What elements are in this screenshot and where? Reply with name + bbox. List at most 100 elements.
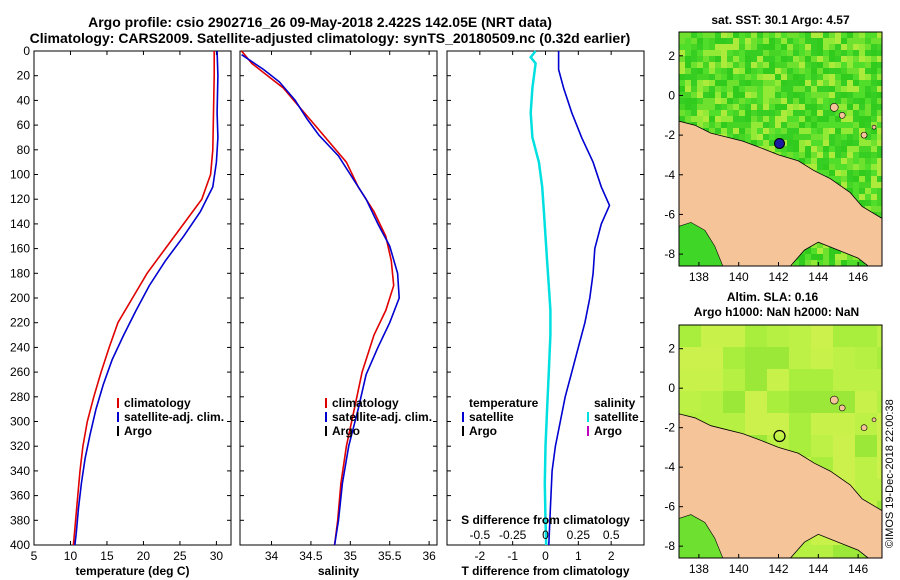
x-tick-label: 36 (422, 549, 436, 563)
x-tick-label: 34 (265, 549, 279, 563)
legend-label: Argo (124, 424, 152, 438)
x-tick-label: -1 (507, 549, 518, 563)
legend-label: Argo (594, 424, 622, 438)
map-x-tick-label: 140 (729, 270, 749, 284)
map-frame (678, 324, 883, 559)
map-y-tick-label: 0 (668, 381, 675, 395)
island (829, 103, 839, 112)
map-x-tick-label: 138 (689, 270, 709, 284)
legend-label: satellite (469, 410, 514, 424)
x-axis-label: temperature (deg C) (75, 564, 189, 578)
series-line-climatology (240, 50, 395, 546)
legend-label: Argo (332, 424, 360, 438)
map-y-tick-label: -6 (664, 500, 675, 514)
map-x-tick-label: 146 (848, 562, 868, 576)
legend-label: climatology (332, 396, 399, 410)
series-line-climatology (72, 51, 215, 546)
map-y-tick-label: 2 (668, 49, 675, 63)
chart-temperature: 0 20 40 60 80 100 120 140 160 180 200 220 240 260 280 3… (10, 44, 232, 578)
map-sst: 138 140 142 144 146 2 0 -2 -4 -6 -8 sat. SST: 30.1 … (664, 13, 883, 284)
series-line-satellite-adj-clim- (74, 50, 219, 546)
argo-float-marker (774, 137, 786, 149)
x-tick-label: 15 (100, 549, 114, 563)
island (860, 424, 868, 431)
x-tick-label: 1 (575, 549, 582, 563)
x-tick-label: 0 (542, 549, 549, 563)
s-tick-label: 0.5 (603, 528, 620, 542)
map-y-tick-label: -8 (664, 539, 675, 553)
x-tick-label: 34.5 (299, 549, 323, 563)
map-x-tick-label: 146 (848, 270, 868, 284)
map-x-tick-label: 138 (689, 562, 709, 576)
island (829, 395, 839, 405)
y-tick-label: 200 (10, 291, 30, 305)
chart-difference: -2 -1 0 1 2T difference from climatology temp… (446, 50, 645, 578)
legend-label: Argo (469, 424, 497, 438)
legend-label: satellite (594, 410, 639, 424)
land-area (679, 120, 882, 266)
x-tick-label: 35 (344, 549, 358, 563)
legend-title-temperature: temperature (469, 396, 539, 410)
y-tick-label: 40 (17, 93, 31, 107)
island (860, 131, 868, 139)
x-tick-label: 5 (31, 549, 38, 563)
y-tick-label: 160 (10, 242, 30, 256)
x-tick-label: 30 (210, 549, 224, 563)
y-tick-label: 360 (10, 489, 30, 503)
southern-sea (679, 222, 724, 266)
y-tick-label: 120 (10, 192, 30, 206)
map-y-tick-label: -6 (664, 207, 675, 221)
y-tick-label: 220 (10, 316, 30, 330)
southern-sea (679, 514, 724, 558)
x-tick-label: 20 (137, 549, 151, 563)
island (838, 111, 846, 119)
s-axis-label: S difference from climatology (461, 513, 630, 527)
map-x-tick-label: 142 (768, 562, 788, 576)
island (838, 404, 846, 412)
x-tick-label: 25 (173, 549, 187, 563)
y-tick-label: 320 (10, 439, 30, 453)
y-tick-label: 0 (23, 44, 30, 58)
y-tick-label: 60 (17, 118, 31, 132)
map-y-tick-label: -8 (664, 247, 675, 261)
map-y-tick-label: -4 (664, 168, 675, 182)
legend-label: satellite-adj. clim. (332, 410, 432, 424)
x-tick-label: -2 (474, 549, 485, 563)
legend-label: satellite-adj. clim. (124, 410, 224, 424)
map-y-tick-label: -2 (664, 421, 675, 435)
series-line-satellite-adj-clim- (241, 54, 401, 546)
map-y-tick-label: -4 (664, 460, 675, 474)
x-axis-label: salinity (318, 564, 360, 578)
chart-salinity: 34 34.5 35 35.5 36 salinity climatologysatelli… (239, 50, 438, 578)
y-tick-label: 240 (10, 340, 30, 354)
map-x-tick-label: 144 (808, 562, 828, 576)
legend-title-salinity: salinity (594, 396, 636, 410)
series-line-salinity-satellite (529, 50, 552, 546)
y-tick-label: 20 (17, 69, 31, 83)
y-tick-label: 260 (10, 365, 30, 379)
map-title: Altim. SLA: 0.16 (727, 290, 819, 304)
s-tick-label: 0 (542, 528, 549, 542)
y-tick-label: 180 (10, 266, 30, 280)
y-tick-label: 280 (10, 390, 30, 404)
x-tick-label: 10 (64, 549, 78, 563)
map-y-tick-label: 2 (668, 342, 675, 356)
island (871, 417, 877, 423)
legend-label: climatology (124, 396, 191, 410)
map-sla: 138 140 142 144 146 2 0 -2 -4 -6 -8 Altim. SLA: 0.1… (664, 290, 883, 576)
x-axis-label: T difference from climatology (461, 564, 629, 578)
figure-title-line1: Argo profile: csio 2902716_26 09-May-201… (88, 14, 552, 30)
map-field (679, 32, 882, 266)
s-tick-label: -0.5 (469, 528, 490, 542)
s-tick-label: 0.25 (567, 528, 591, 542)
y-tick-label: 300 (10, 415, 30, 429)
y-tick-label: 400 (10, 538, 30, 552)
map-field (679, 325, 882, 558)
y-tick-label: 80 (17, 143, 31, 157)
x-tick-label: 2 (608, 549, 615, 563)
y-tick-label: 140 (10, 217, 30, 231)
map-title: sat. SST: 30.1 Argo: 4.57 (711, 13, 850, 27)
series-line-temperature-satellite (548, 51, 611, 546)
figure-title-line2: Climatology: CARS2009. Satellite-adjuste… (29, 30, 631, 46)
map-x-tick-label: 140 (729, 562, 749, 576)
